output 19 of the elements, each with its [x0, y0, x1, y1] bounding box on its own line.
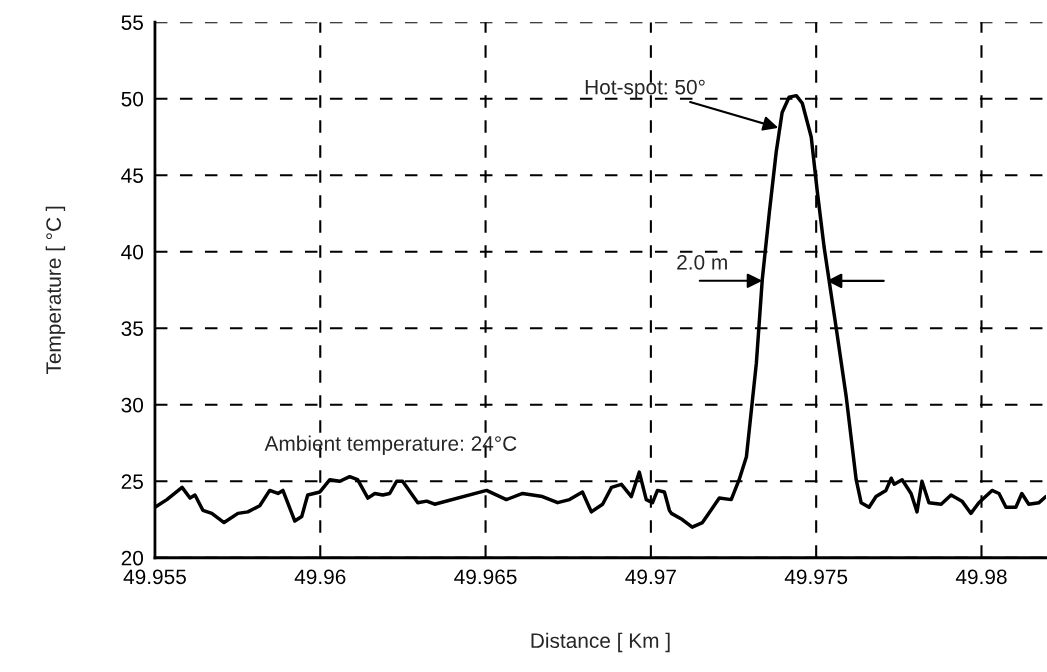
y-tick-label: 55: [121, 15, 143, 30]
annotation: 2.0 m: [677, 254, 727, 270]
x-tick-label: 49.975: [784, 569, 848, 585]
y-tick-label: 40: [121, 244, 144, 260]
x-tick-label: 49.96: [294, 569, 346, 585]
x-tick-label: 49.965: [454, 569, 517, 585]
y-tick-label: 25: [121, 474, 143, 489]
y-axis-title: Temperature [ °C ]: [45, 206, 66, 375]
y-tick-label: 20: [121, 550, 144, 566]
x-tick-label: 49.97: [625, 569, 676, 585]
y-tick-label: 45: [121, 168, 143, 183]
x-tick-label: 49.955: [123, 569, 186, 585]
annotation: Hot-spot: 50°: [585, 79, 705, 99]
y-tick-label: 50: [121, 91, 144, 107]
x-axis-title: Distance [ Km ]: [531, 632, 670, 653]
y-tick-label: 35: [121, 321, 143, 336]
x-tick-label: 49.98: [955, 569, 1007, 585]
y-tick-label: 30: [121, 397, 144, 413]
annotation: Ambient temperature: 24°C: [264, 435, 517, 455]
